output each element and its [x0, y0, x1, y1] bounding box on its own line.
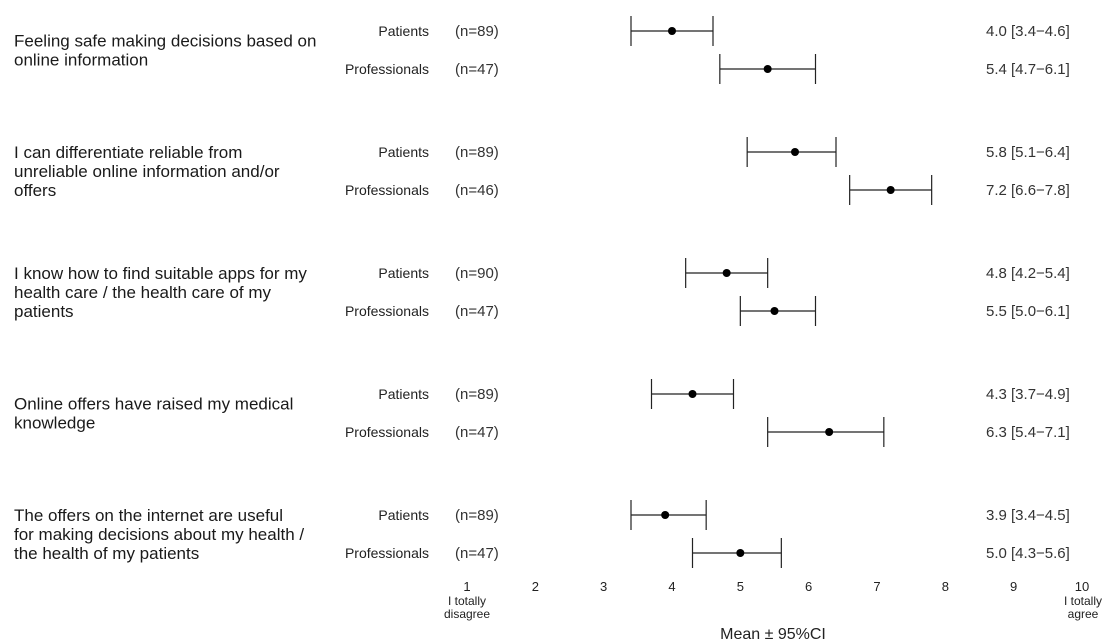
mean-point [736, 549, 745, 557]
question-text: for making decisions about my health / [14, 525, 304, 544]
question-text: the health of my patients [14, 544, 199, 563]
anchor-left-label: I totally [448, 594, 486, 608]
ci-value-label: 6.3 [5.4−7.1] [986, 424, 1070, 441]
x-axis-label: Mean ± 95%CI [720, 626, 826, 643]
sample-size: (n=47) [455, 303, 499, 320]
sample-size: (n=47) [455, 424, 499, 441]
ci-value-label: 7.2 [6.6−7.8] [986, 182, 1070, 199]
group-label: Professionals [345, 303, 429, 319]
group-label: Patients [378, 386, 429, 402]
group-row-professionals: Professionals (n=47) 6.3 [5.4−7.1] [345, 417, 1070, 447]
anchor-left-label: disagree [444, 607, 490, 621]
question-text: Online offers have raised my medical [14, 395, 293, 414]
anchor-right-label: I totally [1064, 594, 1102, 608]
item-1: Feeling safe making decisions based onon… [14, 16, 1070, 84]
mean-point [722, 269, 731, 277]
question-text: unreliable online information and/or [14, 162, 280, 181]
ci-value-label: 5.5 [5.0−6.1] [986, 303, 1070, 320]
tick-label-9: 9 [1010, 579, 1017, 594]
item-2: I can differentiate reliable fromunrelia… [14, 137, 1070, 205]
group-row-professionals: Professionals (n=47) 5.4 [4.7−6.1] [345, 54, 1070, 84]
question-text: I know how to find suitable apps for my [14, 264, 307, 283]
ci-value-label: 4.8 [4.2−5.4] [986, 265, 1070, 282]
item-3: I know how to find suitable apps for myh… [14, 258, 1070, 326]
mean-point [688, 390, 697, 398]
group-row-patients: Patients (n=89) 4.0 [3.4−4.6] [378, 16, 1070, 46]
tick-label-8: 8 [942, 579, 949, 594]
question-text: Feeling safe making decisions based on [14, 32, 316, 51]
sample-size: (n=47) [455, 61, 499, 78]
group-row-patients: Patients (n=89) 4.3 [3.7−4.9] [378, 379, 1070, 409]
group-row-professionals: Professionals (n=46) 7.2 [6.6−7.8] [345, 175, 1070, 205]
item-5: The offers on the internet are usefulfor… [14, 500, 1070, 568]
sample-size: (n=90) [455, 265, 499, 282]
group-row-professionals: Professionals (n=47) 5.5 [5.0−6.1] [345, 296, 1070, 326]
question-text: patients [14, 302, 74, 321]
ci-value-label: 5.8 [5.1−6.4] [986, 144, 1070, 161]
group-label: Patients [378, 265, 429, 281]
sample-size: (n=89) [455, 23, 499, 40]
ci-value-label: 4.3 [3.7−4.9] [986, 386, 1070, 403]
mean-point [886, 186, 895, 194]
mean-point [661, 511, 670, 519]
mean-point [763, 65, 772, 73]
ci-value-label: 4.0 [3.4−4.6] [986, 23, 1070, 40]
group-label: Professionals [345, 424, 429, 440]
tick-label-3: 3 [600, 579, 607, 594]
group-row-patients: Patients (n=89) 5.8 [5.1−6.4] [378, 137, 1070, 167]
group-label: Professionals [345, 182, 429, 198]
question-text: health care / the health care of my [14, 283, 272, 302]
sample-size: (n=89) [455, 144, 499, 161]
question-text: offers [14, 181, 56, 200]
ci-value-label: 3.9 [3.4−4.5] [986, 507, 1070, 524]
tick-label-2: 2 [532, 579, 539, 594]
item-4: Online offers have raised my medicalknow… [14, 379, 1070, 447]
group-label: Patients [378, 23, 429, 39]
group-label: Patients [378, 144, 429, 160]
group-row-patients: Patients (n=89) 3.9 [3.4−4.5] [378, 500, 1070, 530]
question-text: I can differentiate reliable from [14, 143, 242, 162]
group-row-patients: Patients (n=90) 4.8 [4.2−5.4] [378, 258, 1070, 288]
group-label: Professionals [345, 545, 429, 561]
group-label: Professionals [345, 61, 429, 77]
tick-label-10: 10 [1075, 579, 1089, 594]
ci-value-label: 5.0 [4.3−5.6] [986, 545, 1070, 562]
question-text: online information [14, 51, 148, 70]
sample-size: (n=46) [455, 182, 499, 199]
group-row-professionals: Professionals (n=47) 5.0 [4.3−5.6] [345, 538, 1070, 568]
group-label: Patients [378, 507, 429, 523]
anchor-right-label: agree [1068, 607, 1099, 621]
tick-label-6: 6 [805, 579, 812, 594]
tick-label-1: 1 [463, 579, 470, 594]
ci-value-label: 5.4 [4.7−6.1] [986, 61, 1070, 78]
question-text: The offers on the internet are useful [14, 506, 283, 525]
mean-point [825, 428, 834, 436]
plot-rows: Feeling safe making decisions based onon… [14, 16, 1070, 568]
sample-size: (n=89) [455, 507, 499, 524]
sample-size: (n=89) [455, 386, 499, 403]
tick-label-5: 5 [737, 579, 744, 594]
mean-point [770, 307, 779, 315]
mean-point [668, 27, 676, 35]
tick-label-4: 4 [668, 579, 675, 594]
mean-point [791, 148, 799, 156]
question-text: knowledge [14, 414, 95, 433]
tick-label-7: 7 [873, 579, 880, 594]
sample-size: (n=47) [455, 545, 499, 562]
